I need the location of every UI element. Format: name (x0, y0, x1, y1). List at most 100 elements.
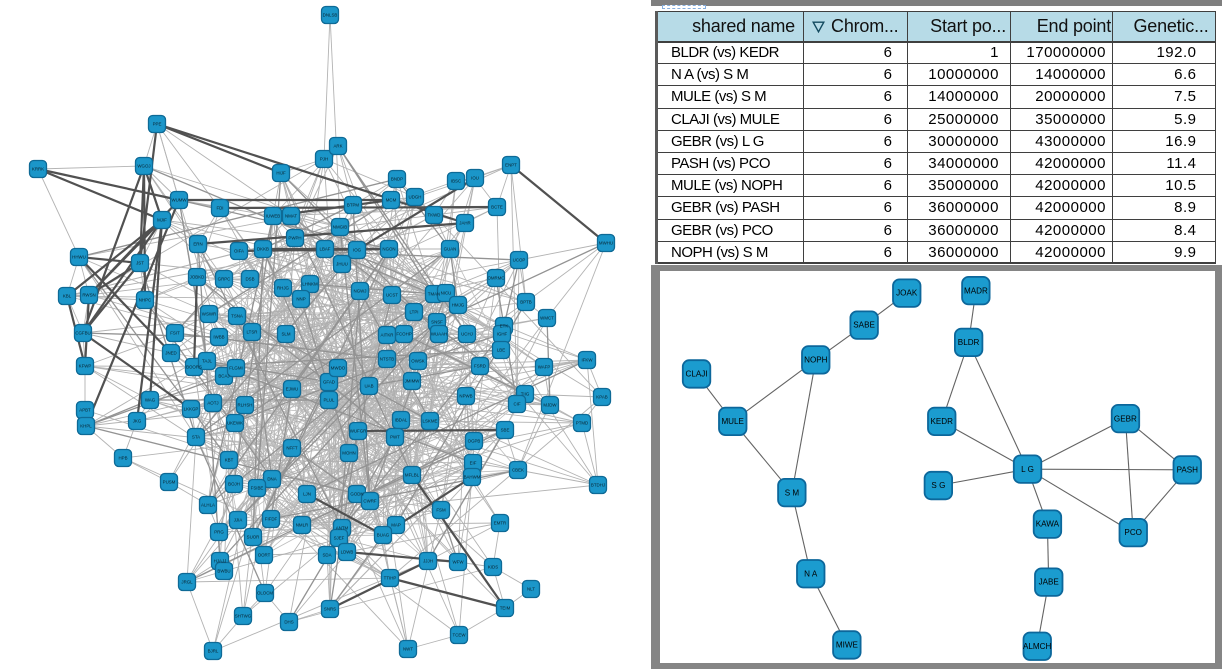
svg-text:TKWD: TKWD (428, 213, 441, 218)
svg-text:IOG: IOG (353, 248, 362, 253)
svg-text:SABE: SABE (853, 321, 875, 330)
svg-text:NMAT: NMAT (285, 214, 297, 219)
svg-text:TAJL: TAJL (202, 359, 212, 364)
svg-text:LTSR: LTSR (247, 330, 258, 335)
svg-text:MWDO: MWDO (331, 366, 346, 371)
svg-text:PCO: PCO (1124, 528, 1142, 537)
svg-text:BAHWM: BAHWM (464, 475, 481, 480)
svg-text:HHWU: HHWU (72, 255, 86, 260)
svg-text:CGFBU: CGFBU (75, 331, 90, 336)
svg-text:GRPC: GRPC (218, 277, 231, 282)
svg-text:DSB: DSB (245, 277, 254, 282)
svg-text:PTMD: PTMD (576, 421, 588, 426)
svg-text:LBAF: LBAF (320, 247, 331, 252)
svg-text:DNLSB: DNLSB (323, 13, 338, 18)
svg-text:PWT: PWT (390, 435, 400, 440)
svg-text:BTPM: BTPM (347, 203, 360, 208)
svg-text:KBL: KBL (63, 294, 72, 299)
svg-text:ANTM: ANTM (336, 526, 349, 531)
svg-text:S M: S M (785, 488, 800, 497)
svg-text:JNED: JNED (165, 351, 176, 356)
svg-text:LHNKM: LHNKM (302, 282, 318, 287)
svg-text:MOHN: MOHN (342, 451, 355, 456)
svg-text:LTPI: LTPI (410, 310, 419, 315)
svg-text:KHPL: KHPL (80, 424, 92, 429)
svg-text:PJH: PJH (320, 157, 328, 162)
svg-text:JST: JST (136, 261, 144, 266)
svg-text:NPWB: NPWB (459, 394, 472, 399)
svg-text:MULE: MULE (721, 417, 744, 426)
svg-text:WFW: WFW (453, 560, 465, 565)
svg-text:FDI: FDI (216, 206, 223, 211)
svg-text:JAHR: JAHR (459, 221, 470, 226)
svg-text:NNP: NNP (296, 297, 305, 302)
svg-text:MWHU: MWHU (599, 241, 613, 246)
svg-text:WGOJ: WGOJ (137, 164, 150, 169)
svg-text:BCAJ: BCAJ (218, 374, 229, 379)
svg-text:KFWP: KFWP (79, 364, 92, 369)
svg-text:CBEK: CBEK (512, 468, 524, 473)
svg-text:NGON: NGON (382, 247, 395, 252)
svg-text:BUAG: BUAG (377, 533, 390, 538)
svg-text:KPAB: KPAB (596, 395, 607, 400)
svg-text:SBE: SBE (501, 428, 510, 433)
svg-text:BLDR: BLDR (958, 338, 980, 347)
svg-text:GEBR: GEBR (1114, 414, 1137, 423)
svg-text:GUAN: GUAN (444, 247, 457, 252)
svg-text:JHUU: JHUU (336, 262, 348, 267)
svg-text:NMLR: NMLR (296, 523, 308, 528)
svg-text:FSIT: FSIT (170, 331, 180, 336)
svg-text:ENPT: ENPT (505, 163, 517, 168)
svg-text:OWSK: OWSK (411, 359, 424, 364)
svg-text:KBT: KBT (225, 458, 234, 463)
svg-text:UAB: UAB (364, 384, 373, 389)
svg-text:IWBB: IWBB (213, 335, 224, 340)
svg-text:MCM: MCM (386, 198, 397, 203)
svg-text:RLHSH: RLHSH (238, 403, 253, 408)
svg-text:PPE: PPE (153, 122, 162, 127)
svg-text:LJN: LJN (303, 492, 311, 497)
svg-text:FLGMI: FLGMI (229, 366, 242, 371)
svg-text:UKEWK: UKEWK (227, 421, 243, 426)
svg-text:WAFP: WAFP (538, 365, 551, 370)
svg-text:DNA: DNA (267, 477, 276, 482)
svg-text:SHTWG: SHTWG (235, 614, 252, 619)
svg-text:L G: L G (1021, 465, 1034, 474)
svg-text:EMTR: EMTR (494, 521, 506, 526)
svg-text:JJIA: JJIA (234, 518, 243, 523)
svg-text:KAWA: KAWA (1036, 520, 1060, 529)
svg-text:RWSN: RWSN (82, 293, 95, 298)
svg-text:MAP: MAP (391, 523, 401, 528)
svg-text:BJRL: BJRL (208, 649, 219, 654)
svg-text:TTIHP: TTIHP (384, 576, 397, 581)
svg-text:UDGH: UDGH (409, 195, 422, 200)
svg-text:IFKW: IFKW (582, 358, 594, 363)
svg-text:PWPH: PWPH (288, 236, 301, 241)
svg-text:JMIMW: JMIMW (405, 379, 421, 384)
svg-text:JJJH: JJJH (423, 559, 433, 564)
svg-text:LBE: LBE (497, 348, 505, 353)
svg-text:HPB: HPB (118, 456, 127, 461)
svg-text:FSRD: FSRD (474, 364, 486, 369)
svg-text:BOORS: BOORS (186, 365, 202, 370)
svg-text:IBDAL: IBDAL (395, 418, 408, 423)
svg-text:HJAJJ: HJAJJ (214, 559, 227, 564)
svg-text:NGWJ: NGWJ (354, 289, 367, 294)
svg-text:BCTE: BCTE (491, 205, 503, 210)
svg-text:MIWE: MIWE (836, 641, 859, 650)
svg-text:NHPC: NHPC (139, 298, 151, 303)
svg-text:KRRK: KRRK (32, 167, 44, 172)
svg-text:NICU: NICU (441, 291, 452, 296)
svg-text:IUWEB: IUWEB (266, 214, 280, 219)
svg-text:JABE: JABE (1039, 578, 1060, 587)
svg-text:IBSC: IBSC (451, 179, 461, 184)
svg-text:GODN: GODN (350, 492, 363, 497)
svg-text:NWT: NWT (403, 647, 413, 652)
svg-text:SJEF: SJEF (334, 536, 345, 541)
svg-text:FSIBE: FSIBE (251, 486, 264, 491)
svg-text:LSKME: LSKME (423, 419, 438, 424)
svg-text:HIJF: HIJF (276, 171, 286, 176)
svg-text:LKKGP: LKKGP (184, 407, 199, 412)
svg-text:MADR: MADR (964, 286, 988, 295)
svg-text:OGPB: OGPB (468, 439, 481, 444)
